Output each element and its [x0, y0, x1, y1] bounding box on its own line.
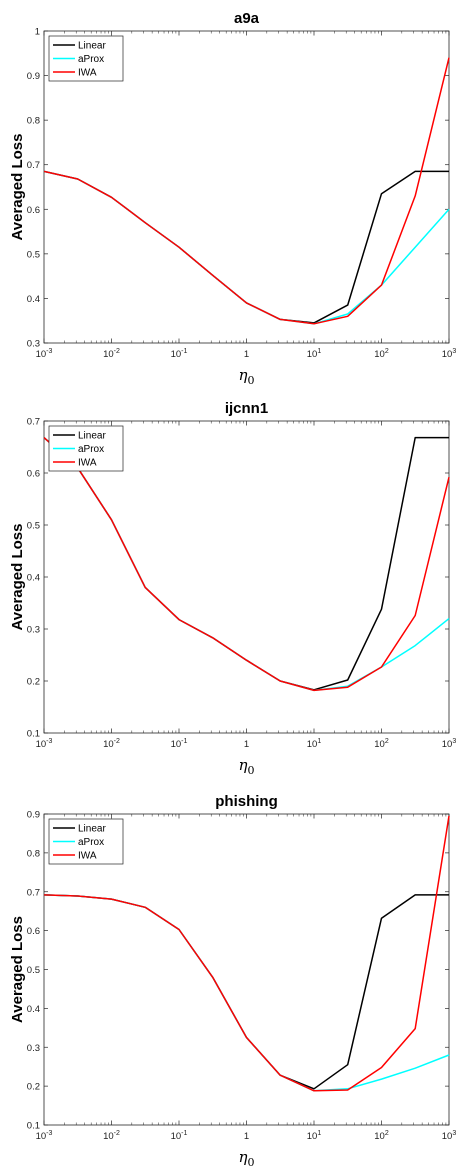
chart-0: a9a 0.3 0.4 0.5 0.6 0.7 0.8 0.9 1 10-3 10-2 10-1 1 10… [9, 10, 456, 387]
legend: Linear aProx IWA [48, 35, 124, 82]
y-tick-label: 0.8 [27, 848, 40, 859]
legend-label: IWA [78, 458, 97, 469]
x-axis-label: η0 [239, 366, 255, 387]
chart-title: a9a [234, 10, 260, 27]
y-tick-label: 0.4 [27, 294, 40, 305]
legend-label: Linear [78, 431, 106, 442]
y-tick-label: 0.5 [27, 965, 40, 976]
y-tick-label: 0.6 [27, 469, 40, 480]
y-tick-label: 0.9 [27, 71, 40, 82]
chart-title: ijcnn1 [225, 400, 268, 417]
x-tick-label: 1 [244, 349, 249, 360]
x-tick-label: 101 [307, 1130, 322, 1142]
y-tick-label: 0.3 [27, 339, 40, 350]
legend-label: IWA [78, 68, 97, 79]
y-tick-label: 0.5 [27, 249, 40, 260]
y-tick-label: 0.6 [27, 926, 40, 937]
chart-title: phishing [215, 793, 278, 810]
legend-label: aProx [78, 837, 104, 848]
y-axis-label: Averaged Loss [9, 524, 26, 631]
y-tick-label: 0.5 [27, 521, 40, 532]
y-tick-label: 0.2 [27, 677, 40, 688]
series-line-iwa [43, 57, 450, 325]
legend-label: Linear [78, 824, 106, 835]
y-tick-label: 1 [35, 27, 40, 38]
x-tick-label: 10-3 [36, 738, 53, 750]
legend-label: aProx [78, 54, 104, 65]
chart-1: ijcnn1 0.1 0.2 0.3 0.4 0.5 0.6 0.7 10-3 10-2 10-1 1… [9, 400, 456, 777]
x-tick-label: 101 [307, 348, 322, 360]
y-tick-label: 0.4 [27, 1004, 40, 1015]
y-axis-label: Averaged Loss [9, 134, 26, 241]
x-tick-label: 1 [244, 739, 249, 750]
x-tick-label: 10-2 [103, 738, 120, 750]
x-tick-label: 103 [442, 348, 457, 360]
y-tick-label: 0.3 [27, 625, 40, 636]
x-tick-label: 101 [307, 738, 322, 750]
y-tick-label: 0.7 [27, 887, 40, 898]
legend: Linear aProx IWA [48, 818, 124, 865]
legend-label: aProx [78, 444, 104, 455]
series-line-iwa [43, 437, 450, 692]
y-tick-label: 0.1 [27, 1121, 40, 1132]
y-tick-label: 0.3 [27, 1043, 40, 1054]
y-tick-label: 0.7 [27, 417, 40, 428]
legend-label: Linear [78, 41, 106, 52]
x-tick-label: 10-1 [171, 348, 188, 360]
x-axis-label: η0 [239, 756, 255, 777]
x-tick-label: 10-3 [36, 348, 53, 360]
series-line-aprox [43, 437, 450, 692]
y-axis-label: Averaged Loss [9, 916, 26, 1023]
y-tick-label: 0.4 [27, 573, 40, 584]
y-tick-label: 0.6 [27, 205, 40, 216]
legend-label: IWA [78, 851, 97, 862]
x-tick-label: 10-1 [171, 738, 188, 750]
x-tick-label: 103 [442, 738, 457, 750]
x-tick-label: 10-2 [103, 1130, 120, 1142]
x-tick-label: 102 [374, 1130, 389, 1142]
x-axis-label: η0 [239, 1148, 255, 1168]
y-tick-label: 0.9 [27, 810, 40, 821]
y-tick-label: 0.1 [27, 729, 40, 740]
series-line-linear [43, 436, 449, 691]
y-tick-label: 0.2 [27, 1082, 40, 1093]
y-tick-label: 0.8 [27, 116, 40, 127]
x-tick-label: 102 [374, 738, 389, 750]
x-tick-label: 10-3 [36, 1130, 53, 1142]
series-line-iwa [43, 815, 450, 1092]
series-line-aprox [43, 894, 450, 1092]
chart-2: phishing 0.1 0.2 0.3 0.4 0.5 0.6 0.7 0.8 0.9 10-3 1… [9, 793, 456, 1168]
x-tick-label: 10-1 [171, 1130, 188, 1142]
x-tick-label: 10-2 [103, 348, 120, 360]
y-tick-label: 0.7 [27, 160, 40, 171]
legend: Linear aProx IWA [48, 425, 124, 472]
x-tick-label: 103 [442, 1130, 457, 1142]
x-tick-label: 102 [374, 348, 389, 360]
x-tick-label: 1 [244, 1131, 249, 1142]
